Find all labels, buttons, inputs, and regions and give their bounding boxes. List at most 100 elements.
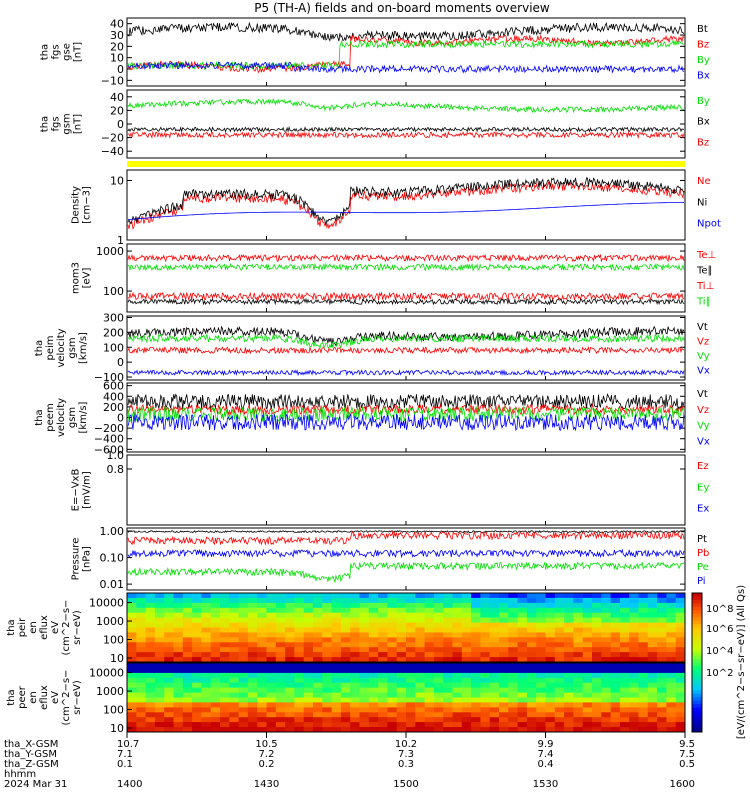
spectrogram-cell <box>638 657 649 663</box>
spectrogram-cell <box>536 663 546 669</box>
spectrogram-cell <box>564 597 574 604</box>
spectrogram-cell <box>266 617 277 623</box>
spectrogram-cell <box>508 652 519 658</box>
spectrogram-cell <box>201 597 212 604</box>
ephemeris-label: tha_Y-GSM <box>4 749 57 760</box>
spectrogram-cell <box>536 617 546 623</box>
spectrogram-cell <box>396 657 407 663</box>
spectrogram-cell <box>136 672 147 679</box>
spectrogram-cell <box>368 687 379 693</box>
spectrogram-cell <box>489 707 500 713</box>
spectrogram-cell <box>480 627 491 633</box>
spectrogram-cell <box>517 642 528 648</box>
spectrogram-cell <box>526 672 537 679</box>
spectrogram-cell <box>424 687 435 693</box>
spectrogram-cell <box>517 627 528 633</box>
spectrogram-cell <box>443 617 453 623</box>
ephemeris-x-value: 10.5 <box>255 739 277 750</box>
spectrogram-cell <box>499 602 509 609</box>
legend-entry: Pe <box>697 562 709 573</box>
spectrogram-cell <box>526 707 537 713</box>
spectrogram-cell <box>601 722 612 728</box>
spectrogram-cell <box>313 597 323 604</box>
spectrogram-cell <box>424 717 435 723</box>
spectrogram-cell <box>610 672 621 679</box>
spectrogram-cell <box>526 652 537 658</box>
spectrogram-cell <box>303 697 314 703</box>
spectrogram-cell <box>378 672 388 679</box>
spectrogram-cell <box>508 722 519 728</box>
series-line <box>127 333 685 350</box>
spectrogram-cell <box>564 677 574 684</box>
spectrogram-cell <box>164 682 174 689</box>
spectrogram-cell <box>433 627 444 633</box>
series-line <box>127 39 685 71</box>
spectrogram-cell <box>378 677 388 684</box>
ephemeris-x-value: 10.7 <box>117 739 139 750</box>
spectrogram-cell <box>257 607 267 614</box>
spectrogram-cell <box>480 597 491 604</box>
spectrogram-cell <box>601 617 612 623</box>
spectrogram-cell <box>164 667 174 674</box>
spectrogram-cell <box>173 727 184 733</box>
spectrogram-cell <box>573 727 584 733</box>
series-line <box>127 548 685 559</box>
spectrogram-cell <box>164 727 174 733</box>
colorbar-tick-label: 10^2 <box>706 668 733 679</box>
spectrogram-cell <box>136 652 147 658</box>
spectrogram-cell <box>666 707 677 713</box>
spectrogram-cell <box>275 647 286 653</box>
spectrogram-cell <box>647 632 658 638</box>
spectrogram-cell <box>313 593 323 599</box>
spectrogram-cell <box>294 687 305 693</box>
spectrogram-cell <box>471 627 481 633</box>
spectrogram-cell <box>294 612 305 619</box>
spectrogram-cell <box>536 707 546 713</box>
spectrogram-cell <box>443 672 453 679</box>
spectrogram-cell <box>657 597 667 604</box>
spectrogram-cell <box>396 717 407 723</box>
spectrogram-cell <box>508 672 519 679</box>
spectrogram-cell <box>154 707 165 713</box>
spectrogram-cell <box>285 712 295 718</box>
spectrogram-cell <box>647 612 658 619</box>
spectrogram-cell <box>471 697 481 703</box>
legend-entry: By <box>697 55 710 66</box>
spectrogram-cell <box>303 602 314 609</box>
spectrogram-cell <box>192 657 202 663</box>
colorbar-segment <box>692 665 702 670</box>
spectrogram-cell <box>619 617 630 623</box>
panel-frame <box>126 17 686 87</box>
spectrogram-cell <box>266 612 277 619</box>
spectrogram-cell <box>192 682 202 689</box>
spectrogram-cell <box>424 652 435 658</box>
series-line <box>127 530 685 546</box>
spectrogram-cell <box>350 672 360 679</box>
spectrogram-cell <box>350 722 360 728</box>
y-axis-label: tha <box>40 116 51 132</box>
spectrogram-cell <box>471 607 481 614</box>
spectrogram-cell <box>359 597 370 604</box>
spectrogram-cell <box>452 712 463 718</box>
spectrogram-cell <box>471 612 481 619</box>
spectrogram-cell <box>592 663 602 669</box>
ephemeris-z-value: 0.2 <box>259 759 275 770</box>
colorbar-segment <box>692 641 702 646</box>
spectrogram-cell <box>675 717 686 723</box>
spectrogram-cell <box>275 642 286 648</box>
spectrogram-cell <box>536 597 546 604</box>
spectrogram-cell <box>638 602 649 609</box>
spectrogram-cell <box>238 617 249 623</box>
spectrogram-cell <box>647 652 658 658</box>
spectrogram-cell <box>406 722 416 728</box>
spectrogram-cell <box>406 672 416 679</box>
spectrogram-cell <box>136 717 147 723</box>
spectrogram-cell <box>368 647 379 653</box>
spectrogram-cell <box>443 602 453 609</box>
spectrogram-cell <box>629 597 639 604</box>
spectrogram-cell <box>592 597 602 604</box>
spectrogram-cell <box>452 602 463 609</box>
spectrogram-cell <box>173 597 184 604</box>
spectrogram-cell <box>340 707 351 713</box>
spectrogram-cell <box>313 652 323 658</box>
